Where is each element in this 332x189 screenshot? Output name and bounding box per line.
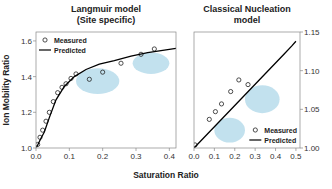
tick-mark [300,109,303,110]
tick-label: 0.5 [290,152,302,161]
measured-point [229,89,233,93]
tick-mark [33,148,36,149]
legend-label: Predicted [54,47,86,54]
plot-frame [36,32,176,148]
tick-label: 1.05 [304,105,320,114]
predicted-line [36,48,176,147]
title: Langmuir model [71,4,141,14]
tick-label: 0.1 [209,152,221,161]
axis-label: Saturation Ratio [133,170,199,180]
measured-point [213,110,217,114]
legend-label: Predicted [264,137,296,144]
legend-label: Measured [264,127,297,134]
tick-mark [214,148,215,151]
legend-swatch [39,49,51,50]
tick-mark [136,148,137,151]
measured-point [219,102,223,106]
tick-label: 0.4 [270,152,282,161]
tick-mark [255,148,256,151]
tick-label: 1.00 [304,144,320,153]
tick-label: 0.0 [188,152,200,161]
measured-point [152,47,156,51]
figure: Langmuir model(Site specific) 0.0 0.1 0.2 0.… [0,0,332,189]
tick-mark [102,148,103,151]
tick-label: 0.3 [130,152,142,161]
tick-label: 0.0 [30,152,42,161]
tick-mark [69,148,70,151]
tick-label: 0.4 [164,152,176,161]
measured-point [246,82,250,86]
legend-swatch [253,128,257,132]
legend: Measured Predicted [39,37,87,54]
tick-label: 0.2 [97,152,109,161]
measured-point [119,61,123,65]
marks [36,47,176,148]
legend-swatch [249,139,261,140]
tick-label: 1.6 [21,37,33,46]
tick-mark [300,70,303,71]
tick-label: 0.2 [229,152,241,161]
tick-label: 1.10 [304,67,320,76]
tick-label: 0.1 [64,152,76,161]
plot-frame [194,32,300,148]
measured-point [237,78,241,82]
region-ellipse [133,53,170,74]
tick-mark [300,148,303,149]
tick-mark [33,112,36,113]
tick-label: 1.4 [21,73,33,82]
subtitle: model [234,15,261,25]
panel: Langmuir model(Site specific) 0.0 0.1 0.2 0.… [1,4,199,180]
tick-mark [194,148,195,151]
tick-mark [234,148,235,151]
legend: Measured Predicted [249,127,297,144]
panel: Classical Nucleationmodel 0.0 0.1 0.2 0.3 0.4… [188,4,320,161]
measured-point [101,70,105,74]
legend-label: Measured [54,37,87,44]
tick-mark [169,148,170,151]
measured-point [87,77,91,81]
tick-mark [33,76,36,77]
plot-area [194,32,300,148]
subtitle: (Site specific) [77,15,136,25]
tick-label: 0.3 [250,152,262,161]
tick-label: 1.15 [304,28,320,37]
title: Classical Nucleation [203,4,291,14]
plot-area [36,32,176,148]
tick-mark [36,148,37,151]
tick-label: 1.2 [21,108,33,117]
tick-mark [275,148,276,151]
tick-mark [33,40,36,41]
axis-label: Ion Mobility Ratio [1,55,11,126]
legend-swatch [43,38,47,42]
measured-point [207,117,211,121]
tick-mark [300,32,303,33]
tick-label: 1.0 [21,144,33,153]
tick-mark [295,148,296,151]
